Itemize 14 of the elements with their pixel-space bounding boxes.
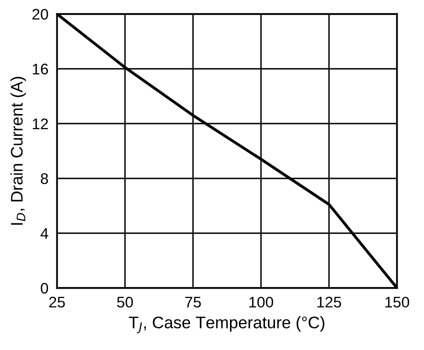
x-tick-label: 25 [49, 296, 65, 308]
x-tick-label: 75 [185, 296, 201, 308]
x-tick-label: 100 [249, 296, 274, 308]
x-axis-title: T$_{J}$, Case Temperature (°C) [128, 316, 324, 334]
x-tick-label: 50 [117, 296, 133, 308]
y-axis-title: I$_{D}$, Drain Current (A) [10, 76, 26, 225]
y-tick-label: 4 [40, 228, 48, 239]
y-tick-label: 0 [40, 282, 48, 294]
y-tick-label: 8 [40, 173, 48, 184]
y-tick-label: 16 [32, 64, 48, 74]
x-tick-label: 125 [317, 296, 342, 308]
x-tick-label: 150 [385, 296, 410, 308]
y-tick-label: 20 [32, 8, 48, 20]
y-tick-label: 12 [32, 118, 48, 130]
